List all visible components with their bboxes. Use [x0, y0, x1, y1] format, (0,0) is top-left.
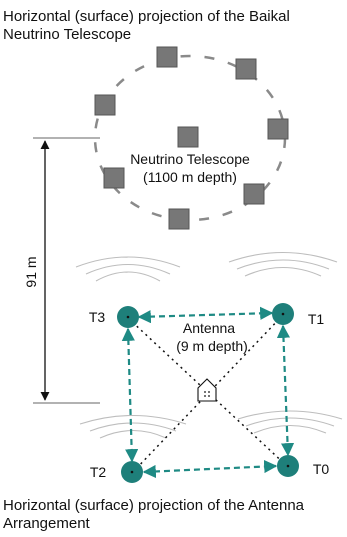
telescope-modules — [94, 46, 289, 230]
distance-label: 91 m — [23, 256, 39, 287]
hydrophone-links — [121, 306, 295, 479]
wave-arc — [236, 259, 330, 270]
wave-arc — [244, 267, 322, 277]
telescope-module — [94, 94, 116, 116]
hydrophone-t2-label: T2 — [90, 464, 107, 480]
telescope-module — [243, 183, 265, 205]
hydrophone-t3-label: T3 — [89, 309, 106, 325]
telescope-module — [267, 118, 289, 140]
wave-arc — [99, 430, 167, 439]
telescope-label-line1: Neutrino Telescope — [130, 151, 250, 167]
telescope-module — [103, 167, 125, 189]
wave-arc — [253, 425, 327, 434]
antenna-label-line2: (9 m depth) — [176, 338, 248, 354]
hydrophone-t2: T2 — [90, 461, 143, 483]
wave-arc — [228, 252, 338, 263]
hydrophone-t1-label: T1 — [308, 311, 325, 327]
hydrophone-t1: T1 — [272, 303, 324, 327]
antenna-house-icon — [197, 378, 217, 402]
telescope-label-line2: (1100 m depth) — [143, 169, 237, 185]
link-t3-t1 — [137, 306, 274, 324]
telescope-module — [177, 126, 199, 148]
wave-arc — [75, 256, 181, 268]
hydrophone-t0-label: T0 — [313, 461, 330, 477]
link-t1-t0 — [276, 324, 295, 457]
wave-arc — [89, 422, 177, 432]
bottom-title: Horizontal (surface) projection of the A… — [3, 497, 305, 532]
wave-arc — [95, 271, 161, 282]
top-title: Horizontal (surface) projection of the B… — [3, 8, 290, 43]
wave-arc — [85, 263, 171, 275]
link-t2-t0 — [142, 459, 278, 479]
wave-arc — [245, 417, 335, 427]
telescope-module — [168, 208, 190, 230]
telescope-module — [156, 46, 178, 68]
antenna-label-line1: Antenna — [183, 320, 235, 336]
hydrophone-t0: T0 — [277, 455, 329, 477]
link-t3-t2 — [121, 327, 139, 463]
hydrophone-t3: T3 — [89, 306, 139, 328]
telescope-module — [235, 58, 257, 80]
